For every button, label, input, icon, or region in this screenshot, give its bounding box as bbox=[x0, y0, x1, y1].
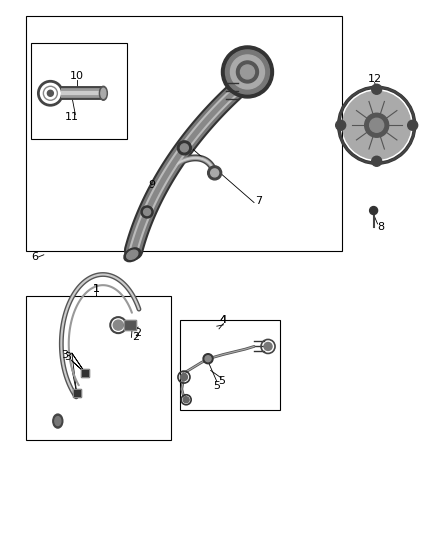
Circle shape bbox=[370, 206, 378, 215]
Text: 9: 9 bbox=[148, 181, 155, 190]
Bar bbox=[81, 369, 89, 377]
Ellipse shape bbox=[55, 417, 61, 425]
Circle shape bbox=[240, 65, 254, 79]
Bar bbox=[31, 43, 127, 139]
Ellipse shape bbox=[53, 414, 63, 428]
Ellipse shape bbox=[124, 248, 141, 262]
Text: 1: 1 bbox=[93, 285, 100, 294]
Bar bbox=[73, 389, 81, 397]
Bar bbox=[73, 389, 81, 397]
Circle shape bbox=[177, 141, 191, 155]
Circle shape bbox=[205, 356, 211, 362]
Circle shape bbox=[222, 46, 273, 98]
Text: 6: 6 bbox=[32, 252, 39, 262]
Circle shape bbox=[226, 50, 269, 94]
Ellipse shape bbox=[101, 88, 106, 98]
Text: 8: 8 bbox=[378, 222, 385, 231]
Circle shape bbox=[47, 90, 53, 96]
Circle shape bbox=[343, 91, 411, 159]
Text: 12: 12 bbox=[367, 74, 381, 84]
Text: 3: 3 bbox=[61, 350, 68, 360]
Circle shape bbox=[144, 208, 151, 215]
Text: 3: 3 bbox=[64, 352, 71, 362]
Bar bbox=[180, 320, 280, 410]
Circle shape bbox=[230, 55, 265, 89]
Circle shape bbox=[336, 120, 346, 130]
Circle shape bbox=[211, 169, 219, 177]
Bar bbox=[124, 320, 136, 330]
Text: 5: 5 bbox=[218, 376, 225, 386]
Circle shape bbox=[180, 144, 188, 152]
Circle shape bbox=[264, 342, 272, 351]
Text: 1: 1 bbox=[93, 285, 100, 294]
Circle shape bbox=[372, 84, 381, 94]
Text: 4: 4 bbox=[220, 315, 227, 325]
Circle shape bbox=[141, 206, 153, 218]
Circle shape bbox=[370, 118, 384, 132]
Ellipse shape bbox=[99, 86, 107, 100]
Circle shape bbox=[208, 166, 222, 180]
Circle shape bbox=[237, 61, 258, 83]
Circle shape bbox=[183, 397, 189, 403]
Circle shape bbox=[365, 113, 389, 138]
Text: 11: 11 bbox=[65, 112, 79, 122]
Text: 5: 5 bbox=[213, 382, 220, 391]
Circle shape bbox=[408, 120, 418, 130]
Ellipse shape bbox=[127, 250, 138, 260]
Circle shape bbox=[113, 320, 123, 330]
Circle shape bbox=[180, 374, 187, 381]
Text: 4: 4 bbox=[220, 315, 227, 325]
Text: 10: 10 bbox=[70, 71, 84, 81]
Text: 2: 2 bbox=[132, 333, 139, 342]
Bar bbox=[81, 369, 89, 377]
Circle shape bbox=[203, 354, 213, 364]
Text: 2: 2 bbox=[134, 328, 141, 338]
Bar bbox=[124, 320, 136, 330]
Circle shape bbox=[372, 156, 381, 166]
Text: 7: 7 bbox=[255, 197, 262, 206]
Bar bbox=[26, 16, 342, 251]
Bar bbox=[26, 296, 171, 440]
